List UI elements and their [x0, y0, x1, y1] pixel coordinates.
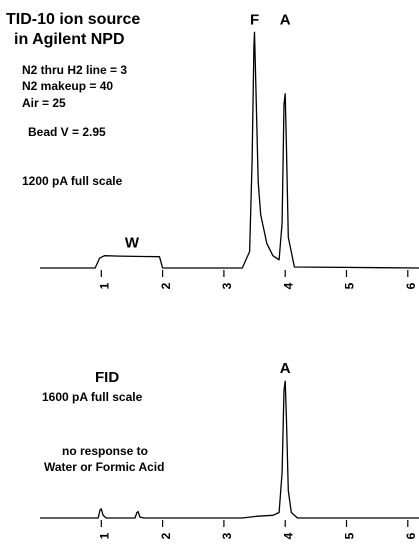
panel1-tick-label-5: 5	[343, 282, 357, 289]
panel2-tick-label-4: 4	[281, 532, 295, 539]
panel1-trace-1	[40, 31, 419, 269]
panel2-tick-label-1: 1	[97, 532, 111, 539]
panel1-title-line2: in Agilent NPD	[14, 31, 125, 48]
panel1-tick-label-4: 4	[281, 282, 295, 289]
panel2-tick-label-5: 5	[343, 532, 357, 539]
panel2-tick-label-6: 6	[404, 532, 418, 539]
panel2-full-scale: 1600 pA full scale	[42, 390, 143, 404]
panel2-note-line1: no response to	[62, 444, 149, 458]
panel2-note-line2: Water or Formic Acid	[44, 460, 165, 474]
panel2-tick-label-2: 2	[159, 532, 173, 539]
panel1-setting-n2-h2-line: N2 thru H2 line = 3	[22, 63, 128, 77]
panel2-trace-1	[40, 380, 419, 519]
panel1-peak-label-f: F	[250, 11, 259, 28]
panel1-full-scale: 1200 pA full scale	[22, 174, 123, 188]
panel1-bead-voltage: Bead V = 2.95	[28, 125, 106, 139]
panel2-tick-label-3: 3	[220, 532, 234, 539]
panel1-tick-label-6: 6	[404, 282, 418, 289]
panel1-title-line1: TID-10 ion source	[6, 11, 141, 28]
panel1-peak-label-a: A	[280, 11, 291, 28]
panel1-tick-label-3: 3	[220, 282, 234, 289]
panel1-setting-n2-makeup: N2 makeup = 40	[22, 79, 114, 93]
panel1-tick-label-2: 2	[159, 282, 173, 289]
panel2-title: FID	[95, 369, 120, 386]
panel2-peak-label-a: A	[280, 360, 291, 377]
panel1-setting-air: Air = 25	[22, 96, 66, 110]
panel1-tick-label-1: 1	[97, 282, 111, 289]
panel1-peak-label-w: W	[125, 235, 140, 252]
